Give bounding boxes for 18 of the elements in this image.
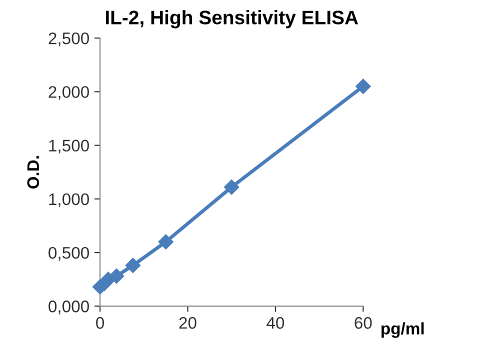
y-tick-label: 0,000: [48, 300, 89, 314]
point: [356, 78, 371, 94]
point: [108, 268, 124, 284]
y-axis-title: O.D.: [27, 156, 40, 189]
point: [125, 258, 141, 273]
x-tick-label: 40: [266, 317, 284, 329]
y-tick-label: 2,500: [48, 32, 89, 46]
point: [158, 234, 174, 250]
y-tick-label: 1,000: [49, 193, 89, 208]
point: [224, 180, 240, 195]
y-tick-label: 2,000: [48, 86, 89, 100]
x-tick-label: 60: [354, 317, 372, 329]
chart-title: IL-2, High Sensitivity ELISA: [106, 10, 358, 28]
y-tick-label: 1,500: [49, 140, 89, 154]
x-axis-title: pg/ml: [382, 322, 424, 338]
y-tick-label: 0,500: [48, 246, 89, 261]
x-tick-label: 0: [96, 317, 104, 329]
x-tick-label: 20: [179, 317, 196, 329]
